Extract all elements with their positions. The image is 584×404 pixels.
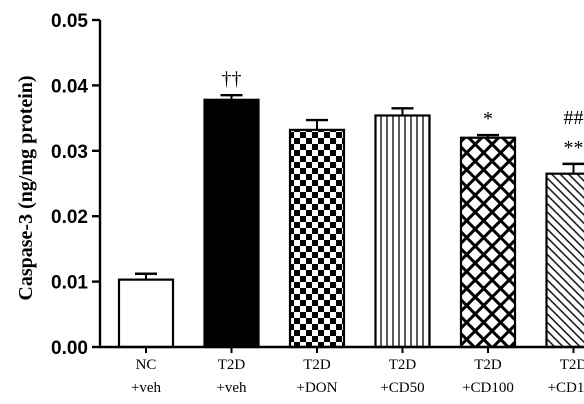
bar bbox=[203, 98, 260, 349]
bar bbox=[545, 172, 584, 349]
significance-marker: ## bbox=[564, 107, 584, 129]
x-tick-label: T2D bbox=[560, 357, 584, 373]
significance-annotations: †† * ## ** bbox=[222, 68, 584, 159]
y-tick-label: 0.04 bbox=[51, 76, 88, 97]
y-tick-label: 0.05 bbox=[51, 11, 88, 32]
category-labels: NC +veh T2D +veh T2D +DON T2D +CD50 T2D +CD100 T2D… bbox=[131, 347, 584, 396]
significance-marker: ** bbox=[564, 137, 584, 159]
significance-marker: †† bbox=[222, 68, 242, 90]
x-tick-label: T2D bbox=[218, 357, 246, 373]
bar bbox=[117, 278, 175, 349]
x-tick-label: T2D bbox=[474, 357, 502, 373]
bar bbox=[459, 136, 517, 349]
y-tick-label: 0.02 bbox=[51, 207, 88, 228]
bar bbox=[288, 128, 346, 349]
x-tick-label: +CD100 bbox=[462, 380, 514, 396]
x-tick-label: T2D bbox=[303, 357, 331, 373]
y-tick-label: 0.03 bbox=[51, 142, 88, 163]
y-axis-ticks: 0.00 0.01 0.02 0.03 0.04 0.05 bbox=[51, 11, 100, 359]
x-tick-label: +veh bbox=[131, 380, 162, 396]
x-tick-label: +CD150 bbox=[548, 380, 584, 396]
bars bbox=[117, 94, 584, 349]
x-tick-label: NC bbox=[136, 357, 157, 373]
y-tick-label: 0.00 bbox=[51, 338, 88, 359]
x-tick-label: +CD50 bbox=[380, 380, 424, 396]
y-tick-label: 0.01 bbox=[51, 273, 88, 294]
significance-marker: * bbox=[483, 108, 493, 130]
x-tick-label: +veh bbox=[216, 380, 247, 396]
x-tick-label: T2D bbox=[389, 357, 417, 373]
y-axis-title: Caspase-3 (ng/mg protein) bbox=[15, 75, 37, 300]
bar bbox=[374, 114, 431, 349]
x-tick-label: +DON bbox=[297, 380, 338, 396]
